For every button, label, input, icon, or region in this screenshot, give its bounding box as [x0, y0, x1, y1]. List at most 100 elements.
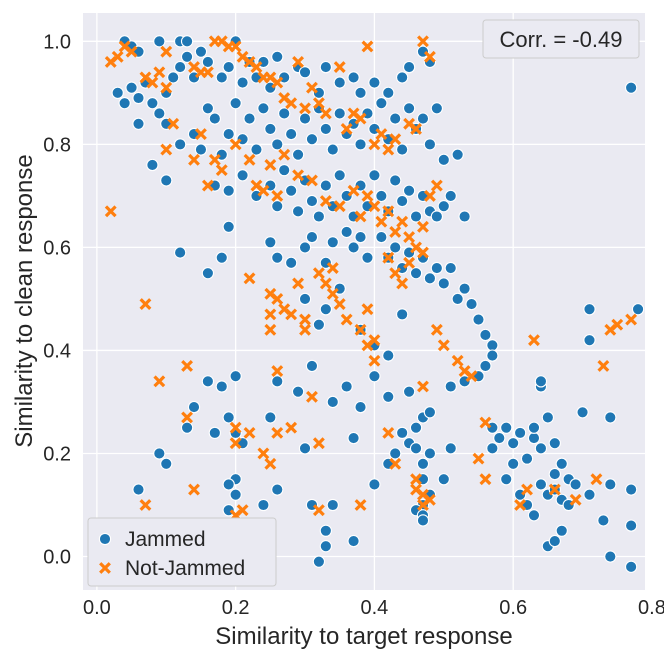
- jammed-point: [389, 112, 402, 125]
- jammed-point: [160, 174, 173, 187]
- legend-not-jammed-marker: [99, 562, 111, 574]
- not-jammed-point: [271, 365, 284, 377]
- not-jammed-point: [333, 298, 346, 311]
- jammed-point: [500, 473, 513, 486]
- not-jammed-point: [417, 380, 429, 393]
- jammed-point: [416, 457, 430, 470]
- jammed-point: [250, 143, 263, 156]
- not-jammed-point: [229, 40, 242, 53]
- correlation-annotation: Corr. = -0.49: [482, 19, 640, 59]
- jammed-point: [312, 318, 326, 331]
- not-jammed-point: [306, 81, 318, 94]
- not-jammed-point: [340, 313, 353, 326]
- jammed-point: [271, 138, 284, 151]
- jammed-point: [423, 138, 437, 151]
- not-jammed-point: [195, 128, 207, 140]
- not-jammed-point: [312, 504, 325, 517]
- not-jammed-point: [299, 102, 311, 115]
- jammed-point: [305, 194, 319, 208]
- jammed-point: [257, 498, 270, 512]
- jammed-point: [271, 200, 284, 213]
- jammed-point: [153, 35, 166, 48]
- not-jammed-point: [354, 323, 367, 336]
- jammed-point: [631, 303, 645, 316]
- jammed-point: [368, 76, 381, 89]
- not-jammed-point: [229, 421, 242, 434]
- jammed-point: [215, 380, 228, 393]
- jammed-point: [444, 380, 457, 393]
- jammed-point: [534, 442, 548, 455]
- jammed-point: [396, 194, 409, 208]
- jammed-point: [361, 251, 374, 264]
- jammed-point: [541, 411, 555, 424]
- jammed-point: [326, 143, 339, 156]
- jammed-point: [305, 230, 319, 244]
- not-jammed-point: [229, 437, 242, 450]
- jammed-point: [396, 71, 409, 84]
- jammed-point: [312, 555, 326, 568]
- not-jammed-point: [382, 205, 395, 218]
- not-jammed-point: [368, 354, 381, 367]
- jammed-point: [264, 411, 277, 424]
- jammed-point: [555, 524, 568, 537]
- jammed-point: [396, 143, 409, 156]
- jammed-point: [236, 76, 249, 89]
- jammed-point: [479, 328, 492, 342]
- not-jammed-point: [423, 189, 436, 202]
- not-jammed-point: [410, 473, 422, 486]
- not-jammed-point: [354, 499, 367, 511]
- jammed-point: [284, 184, 298, 197]
- not-jammed-point: [167, 117, 180, 130]
- not-jammed-point: [146, 76, 159, 89]
- not-jammed-point: [153, 375, 166, 388]
- jammed-point: [444, 442, 457, 455]
- jammed-point: [347, 534, 360, 548]
- not-jammed-point: [160, 45, 173, 58]
- not-jammed-point: [139, 499, 152, 511]
- y-axis-label: Similarity to clean response: [11, 154, 38, 447]
- jammed-point: [264, 122, 277, 136]
- not-jammed-point: [271, 189, 284, 202]
- jammed-point: [194, 143, 208, 156]
- jammed-point: [624, 483, 638, 496]
- jammed-point: [173, 246, 187, 259]
- jammed-point: [222, 220, 235, 233]
- jammed-point: [548, 437, 561, 450]
- not-jammed-point: [396, 215, 409, 228]
- y-tick-label: 1.0: [43, 31, 71, 53]
- not-jammed-point: [271, 76, 284, 89]
- jammed-point: [534, 375, 548, 388]
- not-jammed-point: [312, 437, 325, 450]
- not-jammed-point: [403, 256, 416, 269]
- jammed-point: [222, 411, 235, 424]
- not-jammed-point: [590, 473, 603, 486]
- jammed-point: [375, 189, 388, 203]
- not-jammed-point: [417, 220, 429, 233]
- jammed-point: [319, 179, 332, 192]
- not-jammed-point: [430, 179, 443, 192]
- not-jammed-point: [423, 50, 436, 63]
- legend-label: Not-Jammed: [125, 557, 245, 580]
- jammed-point: [146, 158, 159, 172]
- not-jammed-point: [236, 504, 249, 517]
- not-jammed-point: [403, 231, 416, 244]
- jammed-point: [624, 519, 638, 532]
- jammed-point: [555, 457, 568, 470]
- jammed-point: [409, 421, 423, 434]
- jammed-point: [319, 540, 332, 553]
- not-jammed-point: [417, 35, 429, 48]
- jammed-point: [319, 524, 332, 537]
- jammed-point: [187, 400, 201, 414]
- not-jammed-point: [333, 61, 346, 74]
- jammed-point: [347, 71, 360, 84]
- jammed-point: [271, 483, 284, 496]
- jammed-point: [520, 452, 534, 465]
- y-tick-label: 0.8: [43, 134, 71, 156]
- jammed-point: [278, 107, 291, 120]
- jammed-point: [486, 339, 499, 352]
- jammed-point: [160, 457, 173, 470]
- not-jammed-point: [361, 189, 374, 202]
- jammed-point: [180, 421, 194, 434]
- jammed-point: [513, 426, 527, 440]
